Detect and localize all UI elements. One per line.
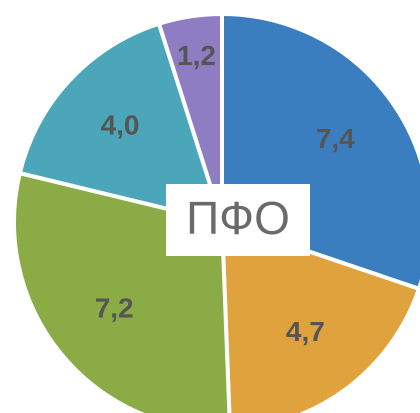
- data-label: 4,0: [101, 109, 140, 140]
- data-label: 7,2: [95, 293, 134, 324]
- title-box: [166, 184, 310, 256]
- pie-slice: [17, 21, 225, 225]
- pie-slice: [156, 11, 224, 223]
- data-label: 1,2: [177, 40, 216, 71]
- data-label: 4,7: [286, 316, 325, 347]
- labels: 7,4 4,7 7,2 4,0 1,2: [95, 40, 355, 347]
- pie-slice: [219, 219, 420, 413]
- chart-title: ПФО: [186, 192, 290, 244]
- data-label: 7,4: [316, 123, 355, 154]
